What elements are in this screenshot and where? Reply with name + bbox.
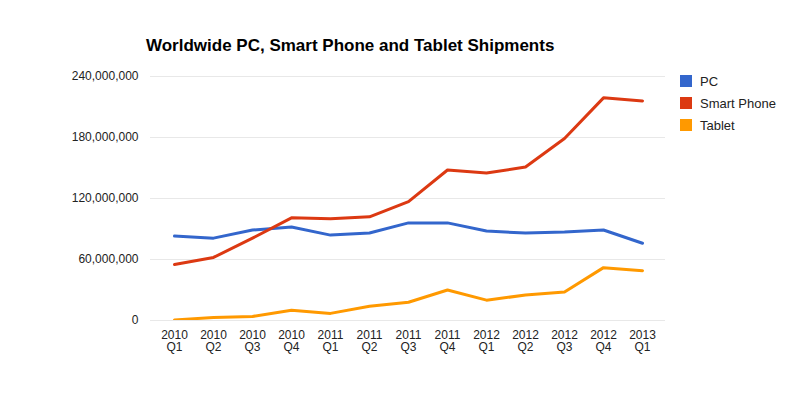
svg-text:2010Q1: 2010Q1 [161, 328, 188, 354]
svg-text:240,000,000: 240,000,000 [72, 69, 139, 83]
svg-text:2012Q2: 2012Q2 [512, 328, 539, 354]
html-text:Smart Phone: Smart Phone [700, 95, 776, 111]
svg-text:2011Q3: 2011Q3 [396, 328, 422, 354]
svg-text:2010Q2: 2010Q2 [200, 328, 227, 354]
svg-text:180,000,000: 180,000,000 [72, 130, 139, 144]
svg-text:2011Q1: 2011Q1 [318, 328, 344, 354]
svg-text:2011Q4: 2011Q4 [435, 328, 461, 354]
html-text:Tablet: Tablet [700, 117, 735, 133]
html-text:PC: PC [700, 73, 719, 89]
html-text:Worldwide PC, Smart Phone and: Worldwide PC, Smart Phone and Tablet Shi… [146, 36, 555, 55]
svg-text:2012Q1: 2012Q1 [473, 328, 500, 354]
svg-text:2013Q1: 2013Q1 [629, 328, 656, 354]
svg-text:2012Q3: 2012Q3 [551, 328, 578, 354]
svg-text:120,000,000: 120,000,000 [72, 191, 139, 205]
svg-text:2010Q3: 2010Q3 [239, 328, 266, 354]
svg-text:0: 0 [132, 313, 139, 327]
svg-text:60,000,000: 60,000,000 [78, 252, 138, 266]
svg-text:2010Q4: 2010Q4 [278, 328, 305, 354]
svg-text:2011Q2: 2011Q2 [357, 328, 383, 354]
svg-text:2012Q4: 2012Q4 [590, 328, 617, 354]
